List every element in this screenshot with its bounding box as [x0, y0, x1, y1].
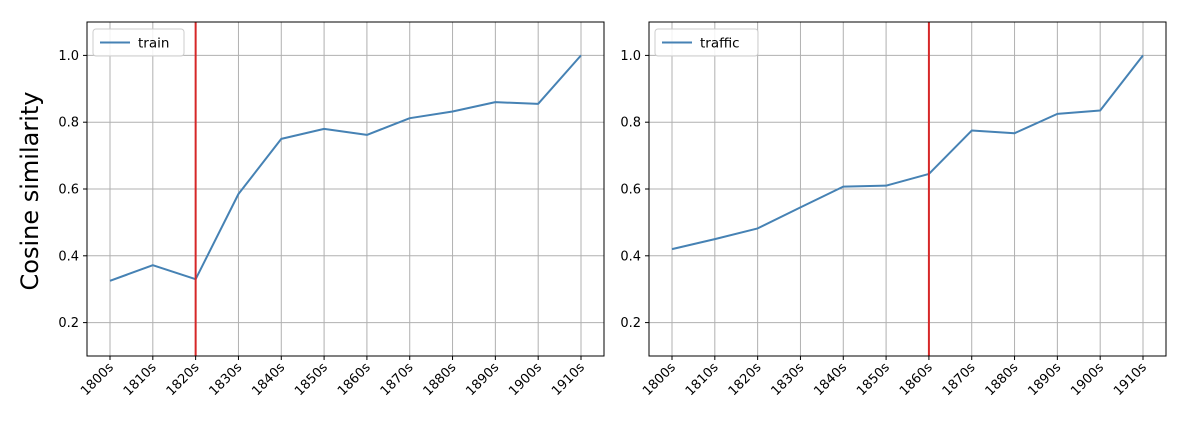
x-tick-label: 1840s: [811, 360, 850, 399]
x-tick-label: 1870s: [378, 360, 417, 399]
x-tick-label: 1910s: [549, 360, 588, 399]
y-tick-label: 1.0: [620, 49, 641, 64]
x-tick-label: 1840s: [249, 360, 288, 399]
y-axis-label: Cosine similarity: [16, 92, 44, 291]
y-tick-label: 0.8: [620, 116, 641, 131]
x-tick-label: 1900s: [506, 360, 545, 399]
x-tick-label: 1850s: [854, 360, 893, 399]
y-tick-label: 0.4: [58, 249, 79, 264]
y-tick-label: 0.2: [620, 316, 641, 331]
y-tick-label: 0.2: [58, 316, 79, 331]
y-tick-label: 0.6: [620, 183, 641, 198]
x-tick-label: 1850s: [292, 360, 331, 399]
legend-box: [92, 28, 185, 57]
x-tick-label: 1800s: [640, 360, 679, 399]
x-tick-label: 1810s: [683, 360, 722, 399]
y-tick-label: 0.4: [620, 249, 641, 264]
series-line-traffic: [671, 54, 1144, 251]
x-tick-label: 1800s: [78, 360, 117, 399]
x-tick-label: 1810s: [121, 360, 160, 399]
x-tick-label: 1910s: [1111, 360, 1150, 399]
x-tick-label: 1890s: [1025, 360, 1064, 399]
series-line-train: [109, 54, 582, 282]
x-tick-label: 1870s: [940, 360, 979, 399]
y-tick-label: 0.8: [58, 116, 79, 131]
legend-label: traffic: [700, 36, 740, 52]
x-tick-label: 1860s: [897, 360, 936, 399]
legend-box: [654, 28, 759, 57]
x-tick-label: 1890s: [463, 360, 502, 399]
x-tick-label: 1820s: [726, 360, 765, 399]
x-tick-label: 1880s: [983, 360, 1022, 399]
legend-label: train: [138, 36, 169, 52]
x-tick-label: 1880s: [421, 360, 460, 399]
x-tick-label: 1820s: [164, 360, 203, 399]
y-tick-label: 1.0: [58, 49, 79, 64]
chart-panel-traffic: 0.2 0.4 0.6 0.8 1.0 1800s 1810s 1820s 1830s 1840s…: [620, 21, 1167, 399]
x-tick-label: 1900s: [1068, 360, 1107, 399]
chart-panel-train: 0.2 0.4 0.6 0.8 1.0 1800s 1810s 1820s 1830s 1840s…: [58, 21, 605, 399]
x-tick-label: 1860s: [335, 360, 374, 399]
x-tick-label: 1830s: [768, 360, 807, 399]
y-tick-label: 0.6: [58, 183, 79, 198]
x-tick-label: 1830s: [206, 360, 245, 399]
